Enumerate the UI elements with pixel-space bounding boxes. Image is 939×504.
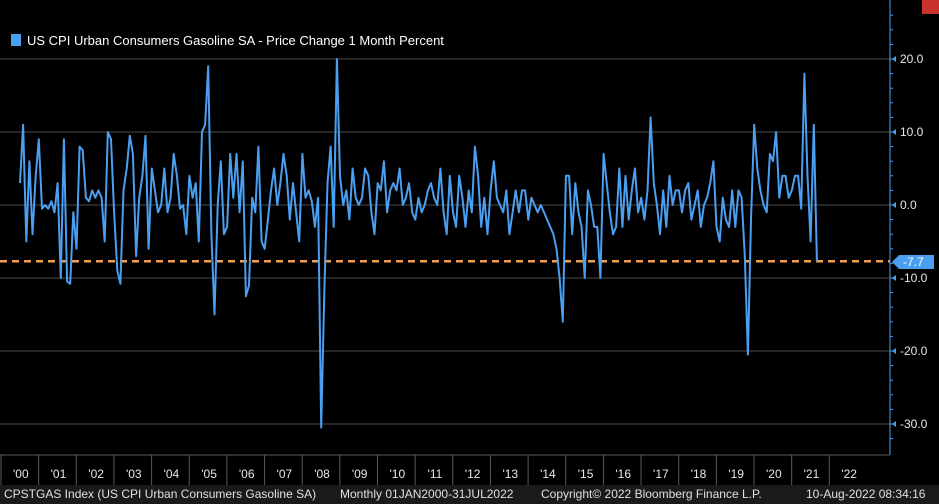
footer-background <box>0 485 939 504</box>
x-tick-label: '10 <box>390 467 406 481</box>
corner-accent <box>922 0 939 14</box>
x-tick-label: '03 <box>126 467 142 481</box>
series-layer <box>19 58 818 429</box>
x-tick-label: '19 <box>728 467 744 481</box>
x-tick-label: '13 <box>502 467 518 481</box>
x-tick-label: '05 <box>201 467 217 481</box>
last-value-badge: -7.7 <box>892 255 934 269</box>
x-tick-label: '07 <box>277 467 293 481</box>
x-tick-label: '01 <box>51 467 67 481</box>
x-tick-label: '04 <box>164 467 180 481</box>
y-tick-arrow <box>892 56 896 62</box>
y-tick-arrow <box>892 348 896 354</box>
x-tick-label: '21 <box>804 467 820 481</box>
x-tick-label: '12 <box>465 467 481 481</box>
footer: CPSTGAS Index (US CPI Urban Consumers Ga… <box>0 485 939 504</box>
x-tick-label: '00 <box>13 467 29 481</box>
footer-copyright: Copyright© 2022 Bloomberg Finance L.P. <box>541 487 762 501</box>
y-tick-label: -20.0 <box>900 344 928 358</box>
y-tick-arrow <box>892 421 896 427</box>
y-tick-label: -10.0 <box>900 271 928 285</box>
x-tick-label: '20 <box>766 467 782 481</box>
footer-period: Monthly 01JAN2000-31JUL2022 <box>340 487 514 501</box>
last-value-marker <box>892 255 934 269</box>
legend-swatch <box>11 34 21 46</box>
x-tick-label: '02 <box>88 467 104 481</box>
footer-timestamp: 10-Aug-2022 08:34:16 <box>806 487 926 501</box>
x-tick-label: '14 <box>540 467 556 481</box>
y-tick-label: 20.0 <box>900 52 924 66</box>
y-tick-label: 10.0 <box>900 125 924 139</box>
x-tick-label: '09 <box>352 467 368 481</box>
x-tick-label: '08 <box>314 467 330 481</box>
x-tick-label: '16 <box>615 467 631 481</box>
y-tick-arrow <box>892 202 896 208</box>
y-tick-label: -30.0 <box>900 417 928 431</box>
x-tick-label: '11 <box>428 467 443 481</box>
x-tick-label: '18 <box>691 467 707 481</box>
last-value-label: -7.7 <box>903 255 924 269</box>
x-tick-label: '15 <box>578 467 594 481</box>
legend-background <box>3 28 457 52</box>
y-axis: 20.0 10.0 0.0 -10.0 -20.0 -30.0 <box>889 0 928 455</box>
y-tick-label: 0.0 <box>900 198 917 212</box>
y-tick-arrow <box>892 129 896 135</box>
legend: US CPI Urban Consumers Gasoline SA - Pri… <box>3 28 457 52</box>
y-tick-arrow <box>892 275 896 281</box>
x-tick-label: '22 <box>841 467 857 481</box>
x-tick-label: '06 <box>239 467 255 481</box>
x-tick-label: '17 <box>653 467 669 481</box>
legend-label: US CPI Urban Consumers Gasoline SA - Pri… <box>27 33 444 48</box>
series-line <box>19 58 818 429</box>
x-axis: '00 '01 '02 '03 '04 '05 '06 '07 '08 '09 '10 '11 '12 '… <box>0 454 890 485</box>
footer-ticker: CPSTGAS Index (US CPI Urban Consumers Ga… <box>4 487 316 501</box>
